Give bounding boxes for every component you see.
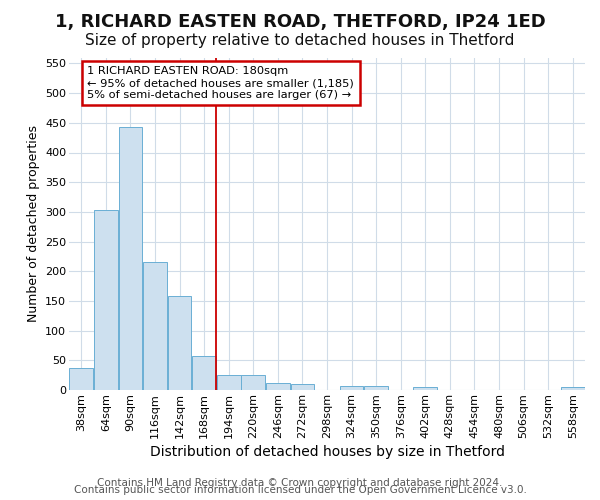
Text: 1 RICHARD EASTEN ROAD: 180sqm
← 95% of detached houses are smaller (1,185)
5% of: 1 RICHARD EASTEN ROAD: 180sqm ← 95% of d… [88,66,354,100]
Bar [340,386,364,390]
Bar [70,368,93,390]
Bar [290,384,314,390]
Y-axis label: Number of detached properties: Number of detached properties [26,125,40,322]
Bar [217,374,241,390]
Bar [241,375,265,390]
Text: Contains public sector information licensed under the Open Government Licence v3: Contains public sector information licen… [74,485,526,495]
Text: Size of property relative to detached houses in Thetford: Size of property relative to detached ho… [85,32,515,48]
Bar [266,384,290,390]
Bar [364,386,388,390]
Bar [119,127,142,390]
Bar [192,356,216,390]
Bar [94,210,118,390]
Bar [413,387,437,390]
Bar [561,387,584,390]
Bar [143,262,167,390]
X-axis label: Distribution of detached houses by size in Thetford: Distribution of detached houses by size … [149,445,505,459]
Text: 1, RICHARD EASTEN ROAD, THETFORD, IP24 1ED: 1, RICHARD EASTEN ROAD, THETFORD, IP24 1… [55,12,545,30]
Bar [167,296,191,390]
Text: Contains HM Land Registry data © Crown copyright and database right 2024.: Contains HM Land Registry data © Crown c… [97,478,503,488]
